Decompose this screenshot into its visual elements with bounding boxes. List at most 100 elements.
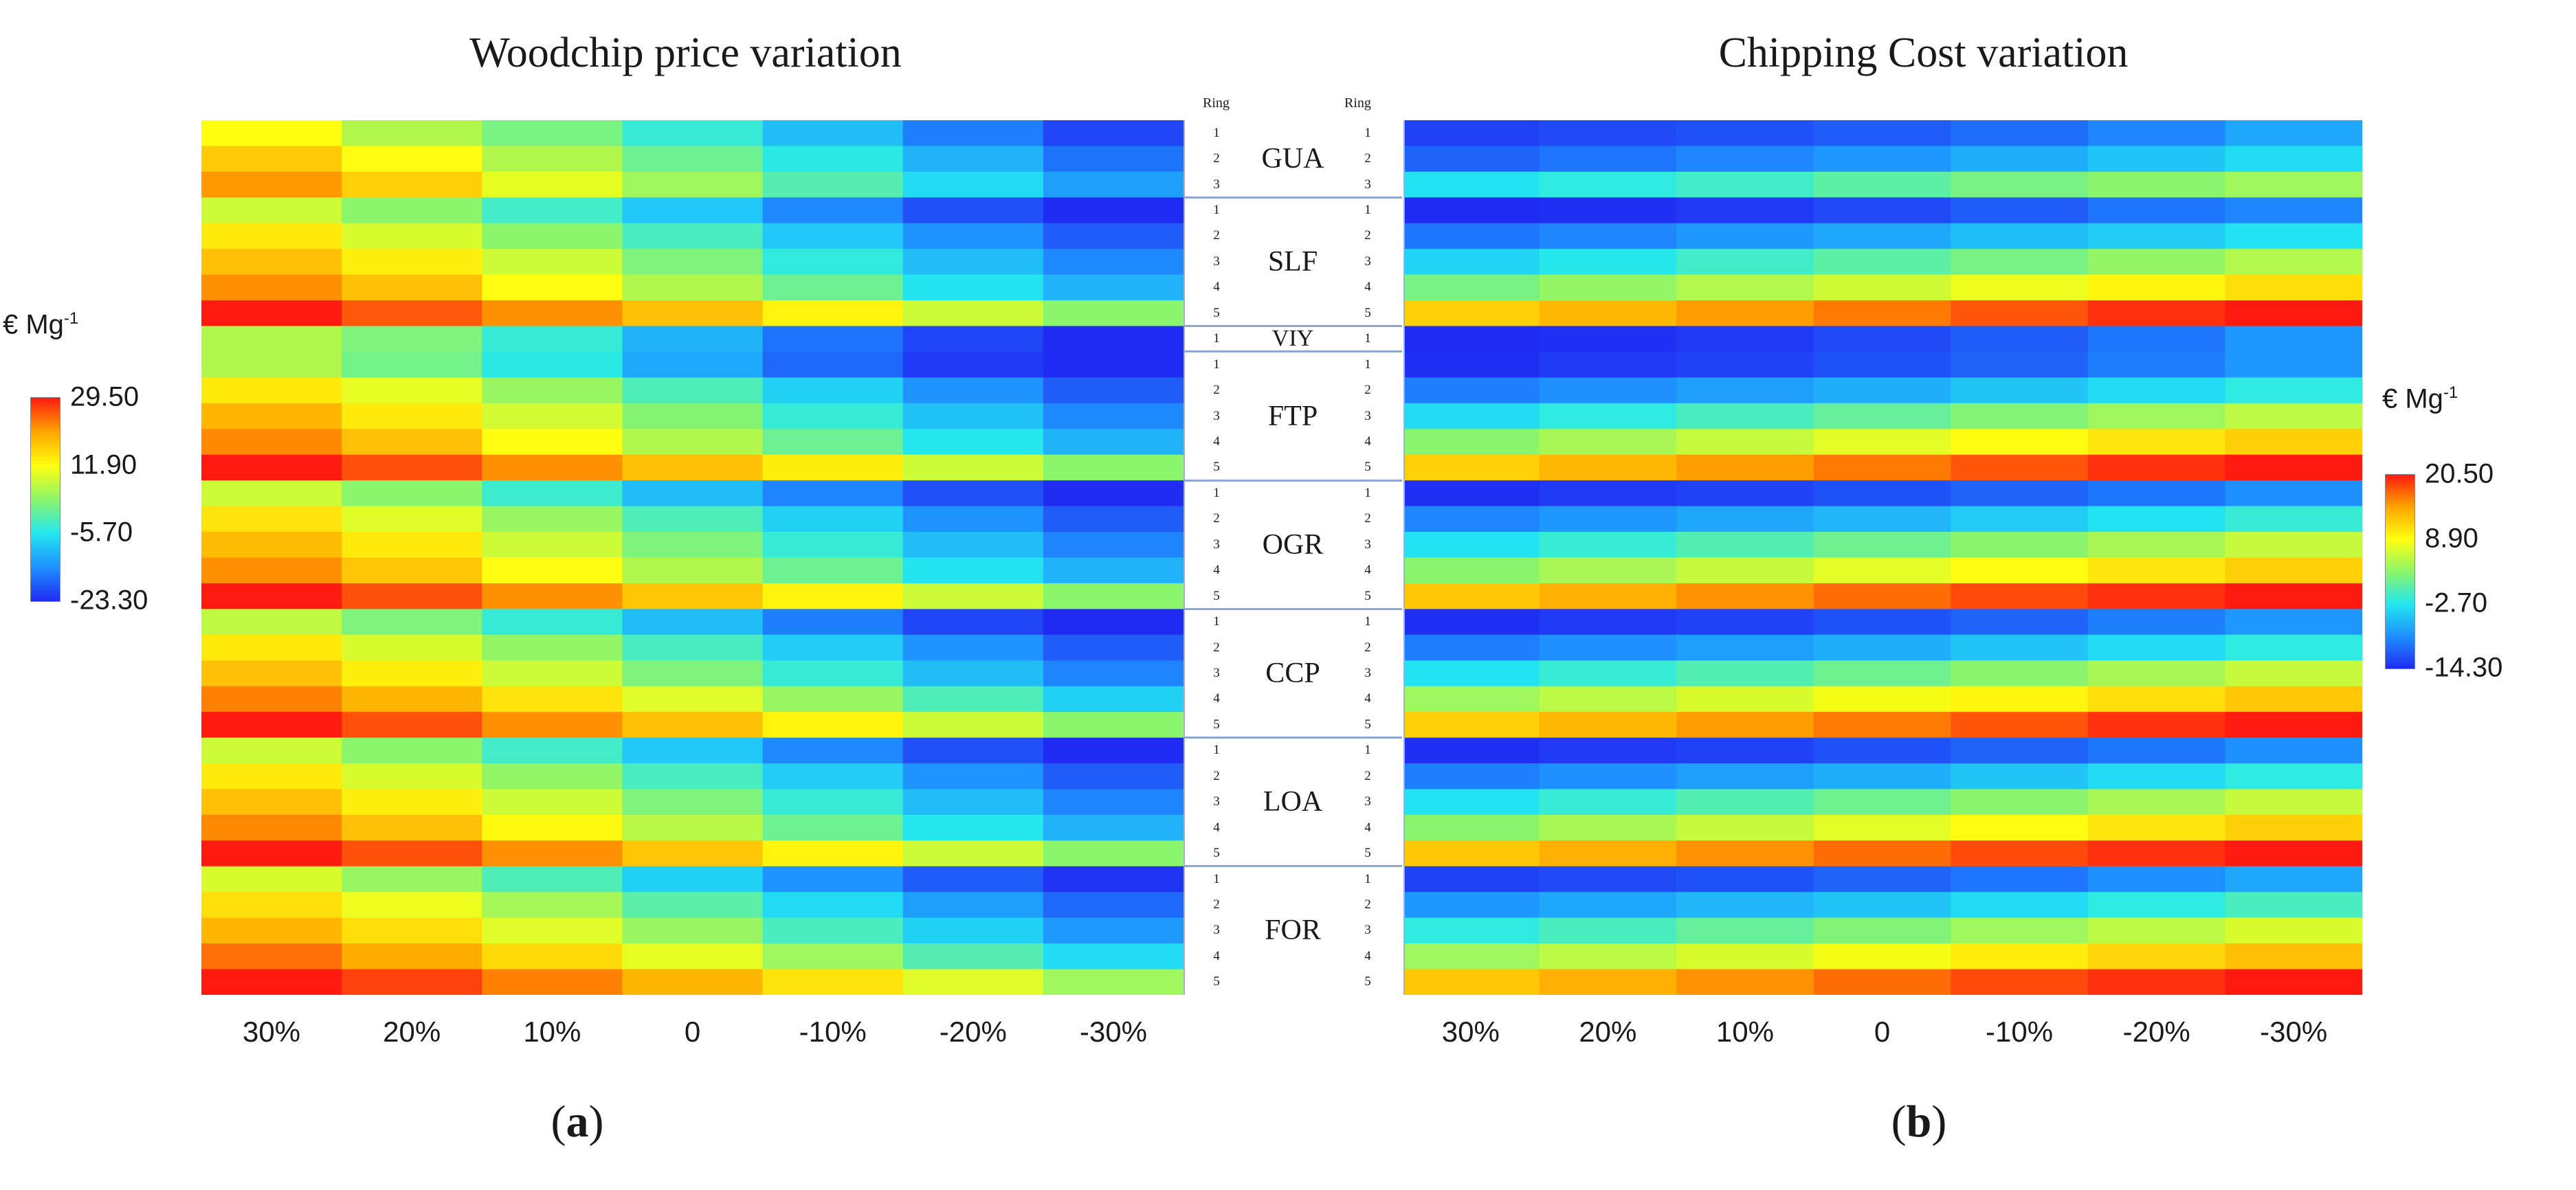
ring-number-left: 3 <box>1213 923 1220 938</box>
heat-cell-ccp-ring1-4 <box>1951 609 2089 636</box>
heat-cell-slf-ring4-1 <box>1539 274 1677 301</box>
heat-cell-ccp-ring5-6 <box>2225 712 2362 739</box>
heat-cell-ccp-ring5-1 <box>1539 712 1677 739</box>
ring-number-left: 4 <box>1213 691 1220 706</box>
heat-cell-ftp-ring3-2 <box>1676 403 1814 429</box>
heat-cell-slf-ring1-4 <box>762 197 904 224</box>
heat-cell-ftp-ring3-3 <box>622 403 764 429</box>
site-separator <box>1184 350 1402 353</box>
heat-cell-for-ring5-0 <box>1402 969 1540 995</box>
heat-cell-ogr-ring4-1 <box>342 557 482 584</box>
heat-cell-ftp-ring5-5 <box>2087 454 2226 481</box>
heat-cell-ftp-ring2-3 <box>1813 377 1951 404</box>
left-x-tick: 0 <box>684 1015 701 1048</box>
heat-cell-ccp-ring5-2 <box>1676 712 1814 739</box>
heat-cell-ftp-ring1-3 <box>622 351 764 379</box>
heat-cell-for-ring2-1 <box>342 892 482 919</box>
heat-cell-slf-ring2-6 <box>2225 223 2362 249</box>
heat-cell-loa-ring5-4 <box>1951 840 2089 867</box>
heat-cell-ogr-ring2-5 <box>902 506 1044 532</box>
heat-cell-for-ring4-5 <box>902 943 1044 970</box>
heat-cell-ftp-ring5-4 <box>762 454 904 481</box>
ring-number-right: 3 <box>1364 794 1371 809</box>
right-colorbar-unit: € Mg-1 <box>2382 383 2458 414</box>
heat-cell-loa-ring5-6 <box>1043 840 1184 867</box>
right-x-tick: 30% <box>1441 1015 1500 1048</box>
heat-cell-for-ring1-4 <box>762 866 904 892</box>
heat-cell-for-ring1-5 <box>902 866 1044 892</box>
heat-cell-slf-ring4-4 <box>762 274 904 301</box>
heat-cell-loa-ring1-5 <box>902 737 1044 764</box>
heat-cell-loa-ring3-5 <box>902 789 1044 816</box>
ring-number-left: 1 <box>1213 357 1220 372</box>
ring-number-right: 1 <box>1364 614 1371 629</box>
heat-cell-for-ring4-3 <box>622 943 764 970</box>
heat-cell-for-ring1-4 <box>1951 866 2089 892</box>
heat-cell-for-ring5-3 <box>1813 969 1951 995</box>
heat-cell-viy-ring1-5 <box>2087 326 2226 352</box>
heat-cell-loa-ring1-3 <box>622 737 764 764</box>
heat-cell-gua-ring1-3 <box>1813 120 1951 147</box>
heat-cell-slf-ring2-0 <box>201 223 342 249</box>
heat-cell-ccp-ring4-1 <box>342 686 482 712</box>
heat-cell-gua-ring2-3 <box>1813 146 1951 172</box>
site-label-gua: GUA <box>1261 143 1324 175</box>
heat-cell-ftp-ring1-4 <box>1951 351 2089 379</box>
heat-cell-ftp-ring5-1 <box>1539 454 1677 481</box>
ring-number-left: 1 <box>1213 125 1220 140</box>
ring-number-right: 2 <box>1364 768 1371 783</box>
heat-cell-ftp-ring3-6 <box>1043 403 1184 429</box>
heat-cell-ftp-ring2-5 <box>902 377 1044 404</box>
left-x-tick: 30% <box>243 1015 301 1048</box>
heat-cell-ccp-ring1-6 <box>1043 609 1184 636</box>
heat-cell-ogr-ring2-2 <box>482 506 623 532</box>
heat-cell-slf-ring2-4 <box>762 223 904 249</box>
heat-cell-ftp-ring5-6 <box>2225 454 2362 481</box>
heat-cell-ftp-ring1-1 <box>1539 351 1677 379</box>
heat-cell-gua-ring3-2 <box>482 171 623 198</box>
heat-cell-ftp-ring4-1 <box>1539 429 1677 456</box>
ring-number-right: 5 <box>1364 974 1371 989</box>
heat-cell-ccp-ring2-5 <box>902 634 1044 661</box>
heat-cell-viy-ring1-1 <box>1539 326 1677 352</box>
ring-number-left: 3 <box>1213 408 1220 423</box>
heat-cell-for-ring4-2 <box>1676 943 1814 970</box>
heat-cell-loa-ring1-0 <box>201 737 342 764</box>
heat-cell-loa-ring4-0 <box>1402 814 1540 841</box>
heat-cell-ccp-ring2-5 <box>2087 634 2226 661</box>
heat-cell-slf-ring1-2 <box>482 197 623 224</box>
heat-cell-ftp-ring1-0 <box>201 351 342 379</box>
heat-cell-ogr-ring3-0 <box>1402 532 1540 559</box>
heat-cell-gua-ring1-5 <box>2087 120 2226 147</box>
heat-cell-ccp-ring3-4 <box>762 660 904 687</box>
heat-cell-ftp-ring1-5 <box>902 351 1044 379</box>
heat-cell-ccp-ring4-2 <box>1676 686 1814 712</box>
heat-cell-slf-ring5-3 <box>622 300 764 327</box>
heat-cell-slf-ring2-5 <box>2087 223 2226 249</box>
ring-number-right: 3 <box>1364 254 1371 269</box>
heat-cell-ogr-ring3-1 <box>342 532 482 559</box>
heat-cell-for-ring1-0 <box>201 866 342 892</box>
heat-cell-for-ring4-0 <box>1402 943 1540 970</box>
heat-cell-for-ring3-4 <box>1951 917 2089 944</box>
heat-cell-ccp-ring2-0 <box>201 634 342 661</box>
heat-cell-slf-ring3-0 <box>201 249 342 276</box>
heat-cell-ftp-ring5-1 <box>342 454 482 481</box>
heat-cell-for-ring5-2 <box>482 969 623 995</box>
heat-cell-gua-ring1-2 <box>1676 120 1814 147</box>
ring-number-left: 5 <box>1213 460 1220 475</box>
heat-cell-loa-ring2-2 <box>1676 763 1814 790</box>
ring-number-right: 3 <box>1364 537 1371 552</box>
heat-cell-gua-ring2-2 <box>1676 146 1814 172</box>
heat-cell-viy-ring1-2 <box>1676 326 1814 352</box>
heat-cell-loa-ring5-3 <box>1813 840 1951 867</box>
ring-number-left: 5 <box>1213 846 1220 861</box>
heat-cell-loa-ring3-1 <box>1539 789 1677 816</box>
right-colorbar <box>2385 474 2415 669</box>
ring-number-left: 3 <box>1213 794 1220 809</box>
heat-cell-ogr-ring3-4 <box>1951 532 2089 559</box>
heat-cell-loa-ring2-4 <box>1951 763 2089 790</box>
left-colorbar-unit: € Mg-1 <box>3 309 79 340</box>
heat-cell-for-ring4-6 <box>1043 943 1184 970</box>
